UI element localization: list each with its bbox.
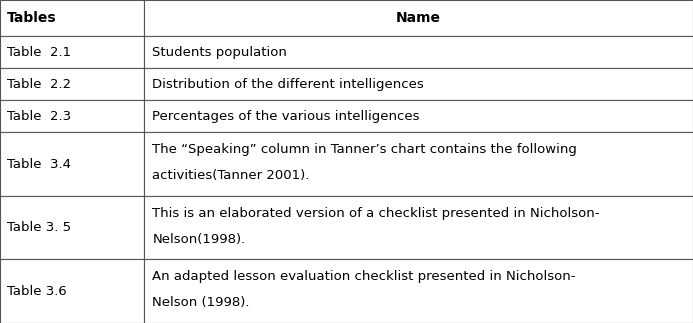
Text: Nelson (1998).: Nelson (1998). [152, 296, 250, 309]
Bar [144, 100, 693, 132]
Text: Table 3. 5: Table 3. 5 [7, 221, 71, 234]
Text: Nelson(1998).: Nelson(1998). [152, 233, 246, 245]
Text: Table  3.4: Table 3.4 [7, 158, 71, 171]
Text: activities(Tanner 2001).: activities(Tanner 2001). [152, 169, 310, 182]
Text: Table  2.3: Table 2.3 [7, 110, 71, 123]
Text: Distribution of the different intelligences: Distribution of the different intelligen… [152, 78, 424, 91]
Bar [0, 0, 144, 36]
Bar [0, 68, 144, 100]
Text: This is an elaborated version of a checklist presented in Nicholson-: This is an elaborated version of a check… [152, 206, 600, 220]
Text: Students population: Students population [152, 46, 288, 59]
Bar [144, 0, 693, 36]
Text: Name: Name [396, 11, 441, 25]
Text: Tables: Tables [7, 11, 57, 25]
Bar [144, 259, 693, 323]
Text: An adapted lesson evaluation checklist presented in Nicholson-: An adapted lesson evaluation checklist p… [152, 270, 576, 283]
Bar [144, 132, 693, 196]
Bar [144, 68, 693, 100]
Text: Table 3.6: Table 3.6 [7, 285, 67, 298]
Text: Table  2.2: Table 2.2 [7, 78, 71, 91]
Bar [0, 36, 144, 68]
Bar [144, 196, 693, 259]
Text: Table  2.1: Table 2.1 [7, 46, 71, 59]
Bar [144, 36, 693, 68]
Text: The “Speaking” column in Tanner’s chart contains the following: The “Speaking” column in Tanner’s chart … [152, 143, 577, 156]
Bar [0, 100, 144, 132]
Bar [0, 196, 144, 259]
Bar [0, 132, 144, 196]
Text: Percentages of the various intelligences: Percentages of the various intelligences [152, 110, 420, 123]
Bar [0, 259, 144, 323]
